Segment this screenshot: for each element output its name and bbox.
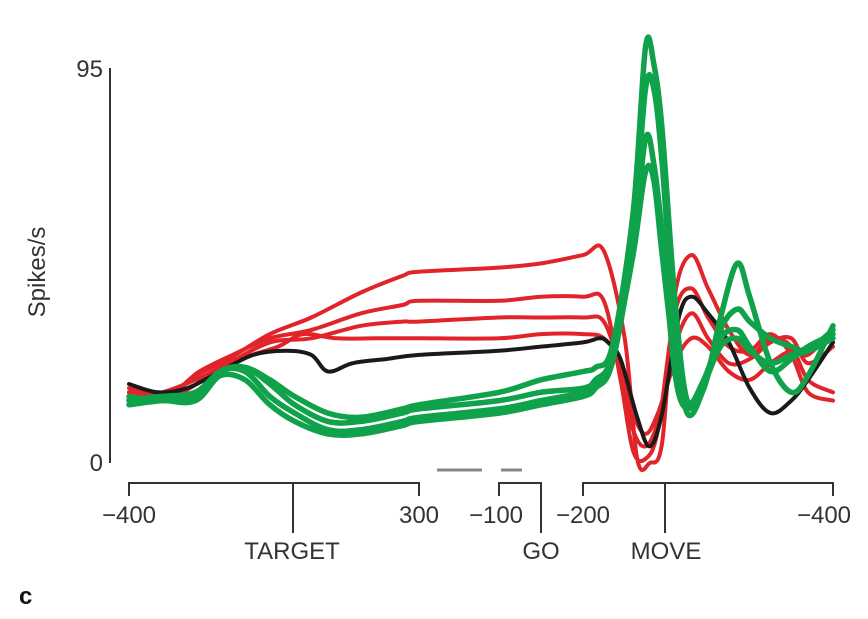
x-tick-label-target-start: −400 <box>102 502 156 529</box>
x-tick-label-target-end: 300 <box>399 502 439 529</box>
x-axis-go: −100 GO <box>469 482 560 565</box>
x-axis-target: −400 300 TARGET <box>102 482 439 565</box>
event-label-go: GO <box>522 538 559 565</box>
y-tick-label-bottom: 0 <box>90 450 103 477</box>
y-tick-label-top: 95 <box>76 56 103 83</box>
series-layer <box>126 34 836 473</box>
series-line-black-4 <box>127 294 835 449</box>
x-axis-move: −200 −400 MOVE <box>556 482 851 565</box>
event-label-move: MOVE <box>631 538 702 565</box>
series-line-green-8 <box>126 131 836 438</box>
y-axis-label: Spikes/s <box>24 227 51 318</box>
event-label-target: TARGET <box>244 538 340 565</box>
panel-label: c <box>19 583 32 610</box>
x-tick-label-move-end: −400 <box>797 502 851 529</box>
x-tick-label-go-start: −100 <box>469 502 523 529</box>
x-tick-label-move-start: −200 <box>556 502 610 529</box>
